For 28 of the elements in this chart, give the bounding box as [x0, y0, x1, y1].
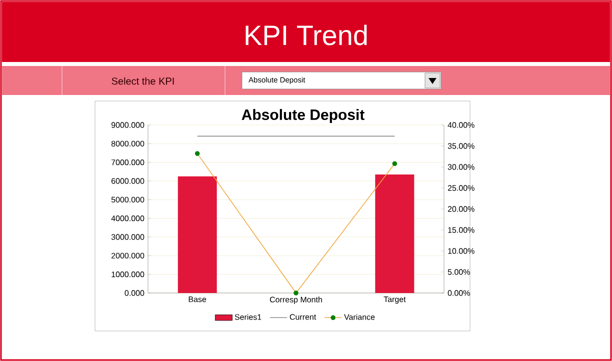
y-tick-label: 0.000 — [124, 290, 144, 296]
chart-subtitle: Absolute Deposit — [242, 109, 364, 123]
chart-title: KPI Trend — [246, 24, 367, 46]
y2-tick-label: 35.00% — [448, 143, 474, 149]
y2-tick-label: 0.00% — [448, 290, 470, 296]
y-tick-label: 3000.000 — [111, 234, 144, 240]
y2-tick-label: 15.00% — [448, 227, 474, 233]
y-tick-label: 1000.000 — [112, 272, 144, 278]
x-tick-label: Base — [188, 296, 206, 302]
y-tick-label: 6000.000 — [112, 178, 144, 184]
y-tick-label: 2000.000 — [112, 252, 144, 258]
y2-tick-label: 10.00% — [448, 248, 474, 254]
x-tick-label: Corresp Month — [270, 296, 322, 304]
y2-tick-label: 25.00% — [448, 185, 474, 191]
legend-label: Current — [290, 314, 316, 320]
y2-tick-label: 20.00% — [448, 206, 474, 212]
y-tick-label: 8000.000 — [111, 140, 144, 146]
y2-tick-label: 30.00% — [448, 164, 474, 170]
y-tick-label: 7000.000 — [112, 160, 144, 166]
y2-tick-label: 40.00% — [448, 122, 474, 128]
y-tick-label: 5000.000 — [111, 196, 144, 202]
y-tick-label: 4000.000 — [111, 216, 144, 222]
y-tick-label: 9000.000 — [111, 122, 144, 128]
text: Select the KPI — [112, 77, 174, 85]
y2-tick-label: 5.00% — [448, 269, 470, 275]
legend-label: Series1 — [234, 314, 262, 320]
legend-label: Variance — [344, 314, 375, 320]
x-tick-label: Target — [384, 296, 406, 304]
